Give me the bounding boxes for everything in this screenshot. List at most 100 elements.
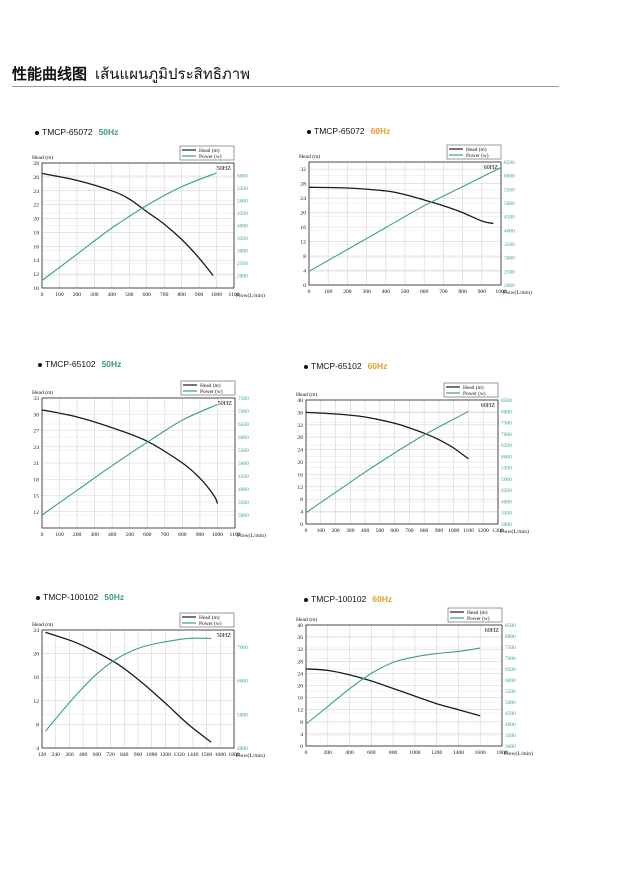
y-tick-label: 30 bbox=[33, 412, 39, 418]
plot-frame bbox=[305, 624, 503, 747]
y-tick-label: 4 bbox=[300, 510, 303, 516]
x-tick-label: 1680 bbox=[215, 752, 226, 758]
y-tick-label: 16 bbox=[300, 225, 306, 231]
y2-tick-label: 4500 bbox=[238, 474, 249, 480]
x-tick-label: 120 bbox=[38, 752, 47, 758]
chart-header: TMCP-65072 50Hz bbox=[35, 127, 118, 137]
x-tick-label: 1000 bbox=[211, 292, 222, 298]
chart-header: TMCP-100102 50Hz bbox=[36, 592, 124, 602]
y2-tick-label: 5500 bbox=[238, 448, 249, 454]
y2-tick-label: 6000 bbox=[504, 174, 515, 180]
chart-header: TMCP-65102 50Hz bbox=[38, 359, 121, 369]
chart-header: TMCP-65072 60Hz bbox=[307, 126, 390, 136]
y2-tick-label: 3000 bbox=[501, 522, 512, 528]
y2-tick-label: 4500 bbox=[505, 711, 516, 717]
y-tick-label: 28 bbox=[300, 182, 306, 188]
x-axis-label: Flow(L/min) bbox=[236, 292, 265, 299]
pump-curve-chart: 0 100 200 300 400 500 600 700 800 900 1000 1100 10 12… bbox=[32, 145, 265, 299]
y-tick-label: 8 bbox=[36, 722, 39, 728]
x-tick-label: 100 bbox=[55, 292, 64, 298]
pump-curve-chart: 120 240 360 480 600 720 840 960 1080 1200 1320 1440… bbox=[32, 612, 265, 759]
frequency-label: 60Hz bbox=[372, 594, 393, 604]
y2-tick-label: 5500 bbox=[237, 186, 248, 192]
y2-tick-label: 2000 bbox=[237, 274, 248, 280]
model-label: TMCP-65102 bbox=[311, 361, 362, 371]
y-tick-label: 32 bbox=[300, 167, 306, 173]
grid-lines bbox=[41, 162, 235, 289]
x-tick-label: 600 bbox=[93, 752, 102, 758]
x-tick-label: 1600 bbox=[475, 750, 486, 756]
y-tick-label: 0 bbox=[300, 744, 303, 750]
head-curve bbox=[45, 631, 212, 743]
y2-tick-label: 3500 bbox=[237, 236, 248, 242]
x-tick-label: 600 bbox=[367, 750, 376, 756]
x-tick-label: 200 bbox=[324, 750, 333, 756]
y-tick-label: 14 bbox=[33, 258, 39, 264]
head-curve bbox=[305, 411, 469, 460]
x-tick-label: 600 bbox=[390, 528, 399, 534]
y2-tick-label: 7000 bbox=[238, 409, 249, 415]
pump-curve-chart: 0 200 400 600 800 1000 1200 1400 1600 1800 0 4 8 12 16… bbox=[296, 607, 533, 757]
y2-tick-label: 3000 bbox=[238, 513, 249, 519]
y-tick-label: 28 bbox=[33, 161, 39, 167]
y2-tick-label: 4500 bbox=[237, 211, 248, 217]
x-tick-label: 1440 bbox=[187, 752, 198, 758]
bullet-icon bbox=[35, 130, 39, 135]
chart-panel-tmcp-100102-50hz: TMCP-100102 50Hz 120 240 360 480 600 720 840 960… bbox=[30, 590, 310, 765]
y2-tick-label: 5000 bbox=[501, 477, 512, 483]
legend-label-head: Head (m) bbox=[200, 382, 221, 389]
frequency-box-label: 60HZ bbox=[481, 402, 496, 409]
x-axis-label: Flow(L/min) bbox=[500, 528, 529, 535]
y2-tick-label: 7500 bbox=[238, 396, 249, 402]
y-tick-label: 24 bbox=[300, 196, 306, 202]
y2-tick-label: 6000 bbox=[237, 174, 248, 180]
x-tick-label: 600 bbox=[143, 292, 152, 298]
x-tick-label: 700 bbox=[161, 532, 170, 538]
y2-tick-label: 2500 bbox=[504, 269, 515, 275]
x-tick-label: 200 bbox=[343, 289, 352, 295]
x-tick-label: 600 bbox=[143, 532, 152, 538]
legend-label-power: Power (w) bbox=[463, 390, 486, 397]
y-tick-label: 28 bbox=[297, 659, 303, 665]
x-tick-label: 500 bbox=[376, 528, 385, 534]
grid-lines bbox=[308, 161, 502, 286]
grid-lines bbox=[41, 629, 235, 749]
y-tick-label: 36 bbox=[297, 635, 303, 641]
model-label: TMCP-65102 bbox=[45, 359, 96, 369]
x-tick-label: 1100 bbox=[230, 532, 241, 538]
power-curve bbox=[305, 410, 469, 514]
frequency-label: 50Hz bbox=[98, 127, 119, 137]
y2-tick-label: 5000 bbox=[237, 199, 248, 205]
bullet-icon bbox=[304, 364, 308, 369]
x-tick-label: 720 bbox=[106, 752, 115, 758]
x-tick-label: 400 bbox=[108, 292, 117, 298]
y2-tick-label: 6500 bbox=[504, 160, 515, 166]
y-tick-label: 32 bbox=[297, 647, 303, 653]
x-tick-label: 1000 bbox=[495, 289, 506, 295]
grid-lines bbox=[305, 399, 499, 525]
y-tick-label: 20 bbox=[300, 211, 306, 217]
y-tick-label: 20 bbox=[33, 217, 39, 223]
power-curve bbox=[41, 403, 218, 516]
y-tick-label: 12 bbox=[33, 699, 39, 705]
bullet-icon bbox=[38, 362, 42, 367]
y2-tick-label: 5500 bbox=[504, 187, 515, 193]
x-tick-label: 1200 bbox=[160, 752, 171, 758]
head-curve bbox=[41, 172, 214, 276]
x-tick-label: 700 bbox=[439, 289, 448, 295]
y-tick-label: 28 bbox=[297, 435, 303, 441]
frequency-box-label: 50HZ bbox=[217, 632, 232, 639]
y2-tick-label: 3500 bbox=[505, 733, 516, 739]
x-tick-label: 100 bbox=[55, 532, 64, 538]
chart-panel-tmcp-100102-60hz: TMCP-100102 60Hz 0 200 400 600 800 1000 1200 140… bbox=[290, 590, 570, 765]
x-tick-label: 700 bbox=[160, 292, 169, 298]
power-curve bbox=[44, 637, 212, 732]
bullet-icon bbox=[304, 597, 308, 602]
x-tick-label: 1320 bbox=[174, 752, 185, 758]
x-tick-label: 800 bbox=[420, 528, 429, 534]
head-curve bbox=[308, 186, 494, 225]
y-tick-label: 12 bbox=[297, 708, 303, 714]
x-tick-label: 300 bbox=[90, 532, 99, 538]
y2-tick-label: 2000 bbox=[504, 283, 515, 289]
legend-label-power: Power (w) bbox=[467, 615, 490, 622]
